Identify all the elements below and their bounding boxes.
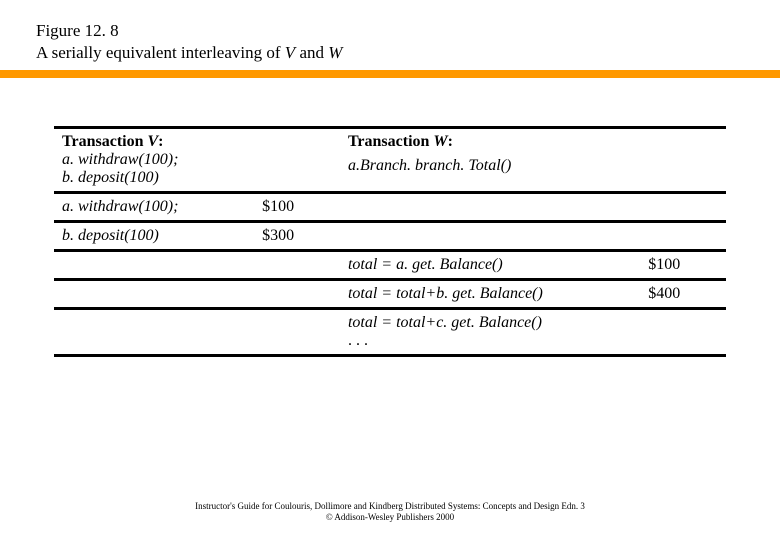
step-w3-cell: total = total+c. get. Balance() . . . [340, 309, 640, 356]
trans-w-title-var: W [433, 133, 447, 150]
trans-v-line1: a. withdraw(100); [62, 151, 178, 168]
step-w2-op: total = total+b. get. Balance() [340, 280, 640, 309]
step-w3-cont: . . . [348, 332, 368, 349]
trans-w-title-suffix: : [448, 133, 453, 150]
footer: Instructor's Guide for Coulouris, Dollim… [0, 501, 780, 524]
footer-line2: © Addison-Wesley Publishers 2000 [326, 512, 454, 522]
step-v1-w-blank [340, 193, 640, 222]
figure-number: Figure 12. 8 [36, 21, 119, 40]
step-v1-val: $100 [254, 193, 340, 222]
figure-caption-mid: and [295, 43, 328, 62]
figure-var-w: W [328, 43, 342, 62]
step-w1-val: $100 [640, 251, 726, 280]
step-v2-wval-blank [640, 222, 726, 251]
step-v1-wval-blank [640, 193, 726, 222]
header-col4-blank [640, 128, 726, 193]
step-w1-vval-blank [254, 251, 340, 280]
step-w3-val-blank [640, 309, 726, 356]
header-transaction-v: Transaction V: a. withdraw(100); b. depo… [54, 128, 254, 193]
interleaving-table: Transaction V: a. withdraw(100); b. depo… [54, 126, 726, 357]
step-w3-op: total = total+c. get. Balance() [348, 314, 542, 331]
step-w2-val: $400 [640, 280, 726, 309]
step-w2-vval-blank [254, 280, 340, 309]
step-v2-w-blank [340, 222, 640, 251]
step-w2-v-blank [54, 280, 254, 309]
footer-line1: Instructor's Guide for Coulouris, Dollim… [195, 501, 585, 511]
trans-v-title-suffix: : [158, 133, 163, 150]
step-v1-op: a. withdraw(100); [54, 193, 254, 222]
trans-v-title-prefix: Transaction [62, 133, 147, 150]
trans-w-line1: a.Branch. branch. Total() [348, 157, 511, 174]
step-w3-vval-blank [254, 309, 340, 356]
step-w1-v-blank [54, 251, 254, 280]
trans-w-title-prefix: Transaction [348, 133, 433, 150]
trans-v-title-var: V [147, 133, 158, 150]
step-w1-op: total = a. get. Balance() [340, 251, 640, 280]
header-transaction-w: Transaction W: a.Branch. branch. Total() [340, 128, 640, 193]
step-v2-val: $300 [254, 222, 340, 251]
step-w3-v-blank [54, 309, 254, 356]
accent-rule [0, 70, 780, 78]
figure-caption-prefix: A serially equivalent interleaving of [36, 43, 285, 62]
figure-title: Figure 12. 8 A serially equivalent inter… [36, 20, 744, 64]
figure-var-v: V [285, 43, 295, 62]
step-v2-op: b. deposit(100) [54, 222, 254, 251]
trans-v-line2: b. deposit(100) [62, 169, 159, 186]
header-col2-blank [254, 128, 340, 193]
